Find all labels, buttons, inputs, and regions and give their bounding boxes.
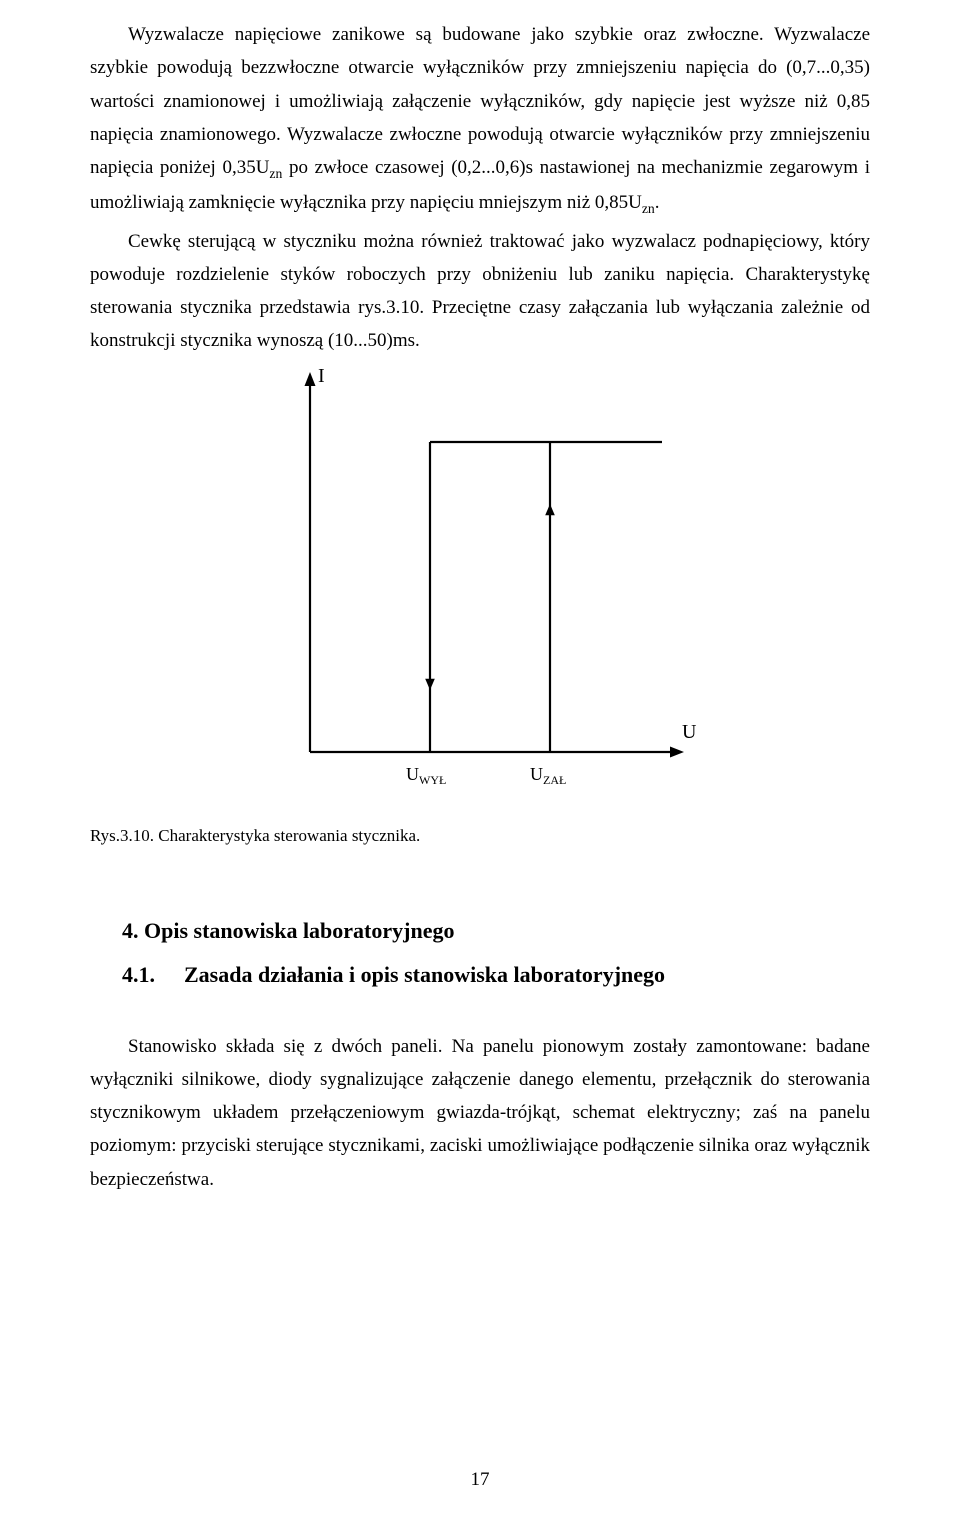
svg-text:U: U: [682, 721, 697, 743]
p1-sub1: zn: [269, 166, 282, 181]
figure-caption: Rys.3.10. Charakterystyka sterowania sty…: [90, 826, 870, 846]
svg-text:UZAŁ: UZAŁ: [530, 764, 566, 787]
paragraph-3: Stanowisko składa się z dwóch paneli. Na…: [90, 1030, 870, 1196]
section-heading: 4. Opis stanowiska laboratoryjnego: [122, 918, 870, 944]
p1-sub2: zn: [642, 201, 655, 216]
p1-part-a: Wyzwalacze napięciowe zanikowe są budowa…: [90, 24, 870, 178]
paragraph-1: Wyzwalacze napięciowe zanikowe są budowa…: [90, 18, 870, 221]
svg-text:I: I: [318, 365, 325, 387]
svg-text:UWYŁ: UWYŁ: [406, 764, 446, 787]
paragraph-2: Cewkę sterującą w styczniku można równie…: [90, 225, 870, 358]
subsection-num: 4.1.: [122, 962, 184, 988]
page-number: 17: [0, 1469, 960, 1491]
subsection-heading: 4.1.Zasada działania i opis stanowiska l…: [122, 962, 870, 988]
figure-chart: I U UWYŁ UZAŁ: [260, 362, 700, 802]
p1-part-c: .: [655, 192, 660, 213]
subsection-text: Zasada działania i opis stanowiska labor…: [184, 962, 665, 987]
